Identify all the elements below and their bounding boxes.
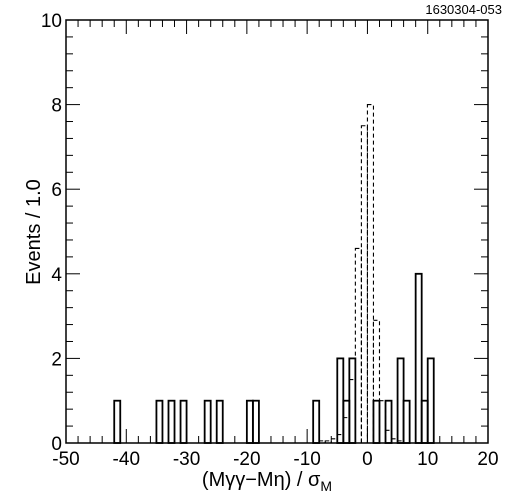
histogram-bar xyxy=(167,399,176,444)
y-tick-label: 6 xyxy=(51,180,62,201)
y-tick-label: 8 xyxy=(51,96,62,117)
histogram-bar xyxy=(155,399,164,444)
dashed-histogram-bar xyxy=(342,417,350,444)
x-axis-label: (Mγγ−Mη) / σM xyxy=(202,469,332,494)
histogram-bar xyxy=(179,399,188,444)
figure-id: 1630304-053 xyxy=(425,2,502,17)
x-tick-label: -20 xyxy=(233,449,260,470)
dashed-histogram-bar xyxy=(372,319,381,444)
histogram-bar xyxy=(396,357,405,444)
dashed-histogram-bar xyxy=(384,429,393,444)
x-tick-label: 0 xyxy=(362,449,373,470)
dashed-histogram-bar xyxy=(397,440,405,444)
y-tick-label: 10 xyxy=(41,11,62,32)
histogram-bar xyxy=(372,399,381,444)
histogram-bar xyxy=(203,399,212,444)
histogram-bar xyxy=(113,399,122,444)
histogram-bar xyxy=(342,399,351,444)
dashed-histogram-bar xyxy=(348,378,356,444)
histogram-bar xyxy=(420,399,429,444)
histogram-bar xyxy=(215,399,224,444)
axis-ticks xyxy=(65,19,489,444)
histogram-bar xyxy=(312,399,321,444)
histogram-series xyxy=(113,104,435,444)
x-tick-label: 20 xyxy=(477,449,498,470)
dashed-histogram-bar xyxy=(360,125,368,444)
histogram-bar xyxy=(336,357,345,444)
histogram-bar xyxy=(414,272,423,444)
y-axis-label: Events / 1.0 xyxy=(23,179,45,285)
x-tick-label: -30 xyxy=(173,449,200,470)
histogram-bar xyxy=(348,357,357,444)
x-tick-labels: -50 -40 -30 -20 -10 0 10 20 xyxy=(52,449,498,470)
x-axis-label-subscript: M xyxy=(320,478,332,494)
dashed-histogram-bar xyxy=(354,247,362,444)
y-tick-label: 4 xyxy=(51,265,62,286)
histogram-bar xyxy=(245,399,254,444)
dashed-histogram-bar xyxy=(336,433,344,444)
histogram-bar xyxy=(251,399,260,444)
dashed-histogram xyxy=(318,104,405,444)
histogram-bar xyxy=(426,357,435,444)
y-tick-labels: 0 2 4 6 8 10 xyxy=(41,11,63,455)
histogram-bar xyxy=(384,399,393,444)
x-axis-label-main: (Mγγ−Mη) / σ xyxy=(202,469,321,491)
x-tick-label: -40 xyxy=(113,449,140,470)
histogram-bar xyxy=(402,399,411,444)
x-tick-label: 10 xyxy=(417,449,438,470)
dashed-histogram-bar xyxy=(378,400,387,444)
x-tick-label: -10 xyxy=(293,449,320,470)
x-tick-label: -50 xyxy=(52,449,79,470)
y-tick-label: 2 xyxy=(51,349,62,370)
plot-frame xyxy=(65,19,489,444)
dashed-histogram-bar xyxy=(366,104,375,444)
y-tick-label: 0 xyxy=(51,434,62,455)
